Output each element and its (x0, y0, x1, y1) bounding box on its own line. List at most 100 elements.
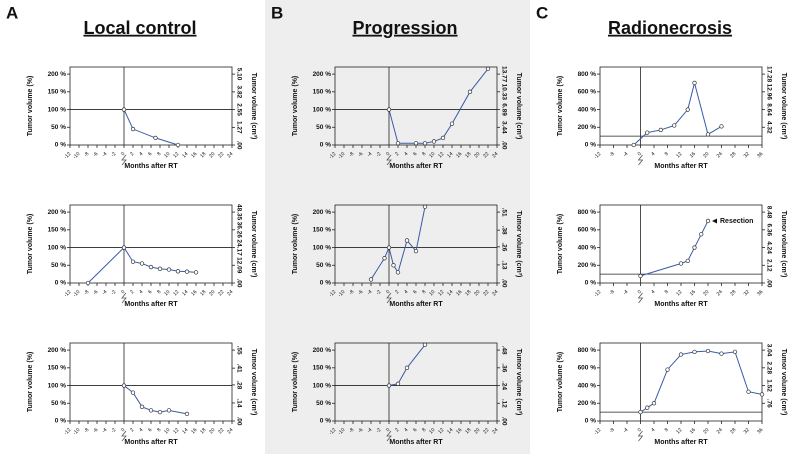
data-line (123, 385, 188, 415)
data-point (175, 142, 181, 148)
x-tick-label: 8 (156, 151, 162, 157)
x-tick-label: -12 (593, 151, 603, 161)
data-point (404, 365, 410, 370)
x-tick-label: 12 (172, 289, 180, 297)
x-tick-label: -12 (63, 151, 73, 161)
x-tick-label: 36 (756, 151, 764, 159)
data-point (148, 408, 154, 413)
x-tick-label: -4 (366, 151, 374, 159)
panel-letter: A (6, 3, 18, 22)
y2-tick-label: .24 (500, 381, 507, 390)
data-point (638, 273, 643, 279)
x-tick-label: -2 (110, 289, 118, 297)
x-tick-label: 12 (437, 427, 445, 435)
y-tick-label: 400 % (578, 106, 597, 113)
x-tick-label: -10 (72, 427, 82, 437)
plot-area (599, 204, 763, 284)
x-tick-label: 4 (403, 427, 409, 433)
x-tick-label: 0 (637, 289, 643, 295)
data-point (692, 80, 697, 86)
x-tick-label: 24 (226, 427, 234, 435)
x-tick-label: -8 (83, 427, 91, 435)
y2-tick-label: .00 (235, 140, 242, 149)
x-tick-label: -8 (83, 151, 91, 159)
x-tick-label: 4 (403, 289, 409, 295)
x-tick-label: 12 (437, 151, 445, 159)
x-tick-label: 18 (464, 289, 472, 297)
y-tick-label: 100 % (313, 106, 332, 113)
data-point (184, 411, 190, 417)
y2-axis-label: Tumor volume (cm³) (515, 211, 522, 278)
y-tick-label: 100 % (48, 106, 67, 113)
y-axis-label: Tumor volume (%) (27, 214, 34, 275)
x-tick-label: -2 (110, 151, 118, 159)
x-tick-label: 6 (412, 427, 418, 433)
y-tick-label: 800 % (578, 71, 597, 78)
x-tick-label: -6 (92, 427, 100, 435)
y-tick-label: 50 % (51, 400, 66, 407)
x-tick-label: 24 (716, 289, 724, 297)
y-axis-label: Tumor volume (%) (27, 76, 34, 137)
data-point (651, 401, 657, 406)
y2-tick-label: .00 (765, 278, 772, 287)
x-tick-label: -4 (622, 289, 630, 297)
x-tick-label: 0 (120, 151, 126, 157)
data-point (719, 124, 724, 129)
panel-letter: C (536, 3, 548, 22)
x-tick-label: 20 (702, 427, 710, 435)
y2-tick-label: .13 (500, 260, 507, 269)
y2-tick-label: .12 (500, 399, 507, 408)
x-tick-label: -6 (92, 151, 100, 159)
y-tick-label: 200 % (48, 209, 67, 216)
y-tick-label: 400 % (578, 382, 597, 389)
y2-tick-label: 8.48 (765, 206, 772, 219)
data-point (121, 383, 127, 388)
y2-tick-label: 4.24 (765, 241, 772, 254)
y-tick-label: 0 % (585, 280, 596, 287)
x-tick-label: 12 (675, 289, 683, 297)
x-tick-label: 24 (491, 427, 499, 435)
rt-icon (386, 154, 392, 166)
data-point (672, 123, 677, 128)
y-tick-label: 0 % (320, 142, 331, 149)
x-tick-label: 0 (637, 427, 643, 433)
annotation: Resection (720, 218, 753, 225)
x-tick-label: 10 (163, 289, 171, 297)
x-tick-label: 28 (729, 427, 737, 435)
x-tick-label: 16 (689, 151, 697, 159)
x-tick-label: 10 (428, 289, 436, 297)
data-point (422, 204, 428, 209)
x-tick-label: 28 (729, 289, 737, 297)
x-tick-label: -12 (63, 427, 73, 437)
data-point (153, 135, 158, 141)
x-tick-label: 22 (217, 151, 225, 159)
x-tick-label: 12 (437, 289, 445, 297)
x-tick-label: 20 (208, 427, 216, 435)
rt-icon (121, 154, 127, 166)
x-tick-label: -4 (101, 289, 109, 297)
y2-tick-label: 13.77 (500, 66, 507, 83)
y2-tick-label: 6.89 (500, 103, 507, 116)
x-tick-label: 0 (120, 289, 126, 295)
x-tick-label: 6 (147, 427, 153, 433)
data-point (759, 392, 765, 397)
y-tick-label: 200 % (313, 347, 332, 354)
data-point (705, 132, 711, 137)
x-tick-label: 8 (421, 427, 427, 433)
data-point (699, 232, 704, 237)
data-line (87, 246, 197, 284)
rt-icon (386, 430, 392, 442)
data-point (130, 126, 136, 132)
data-point (631, 142, 636, 148)
x-tick-label: 4 (138, 151, 144, 157)
x-tick-label: 24 (716, 427, 724, 435)
x-tick-label: 0 (637, 151, 643, 157)
data-line (388, 344, 426, 387)
x-tick-label: 4 (650, 427, 656, 433)
y-tick-label: 0 % (55, 280, 66, 287)
y-axis-label: Tumor volume (%) (557, 352, 564, 413)
x-tick-label: 14 (181, 289, 189, 297)
x-axis-label: Months after RT (389, 301, 443, 308)
y2-tick-label: 48.35 (235, 204, 242, 221)
